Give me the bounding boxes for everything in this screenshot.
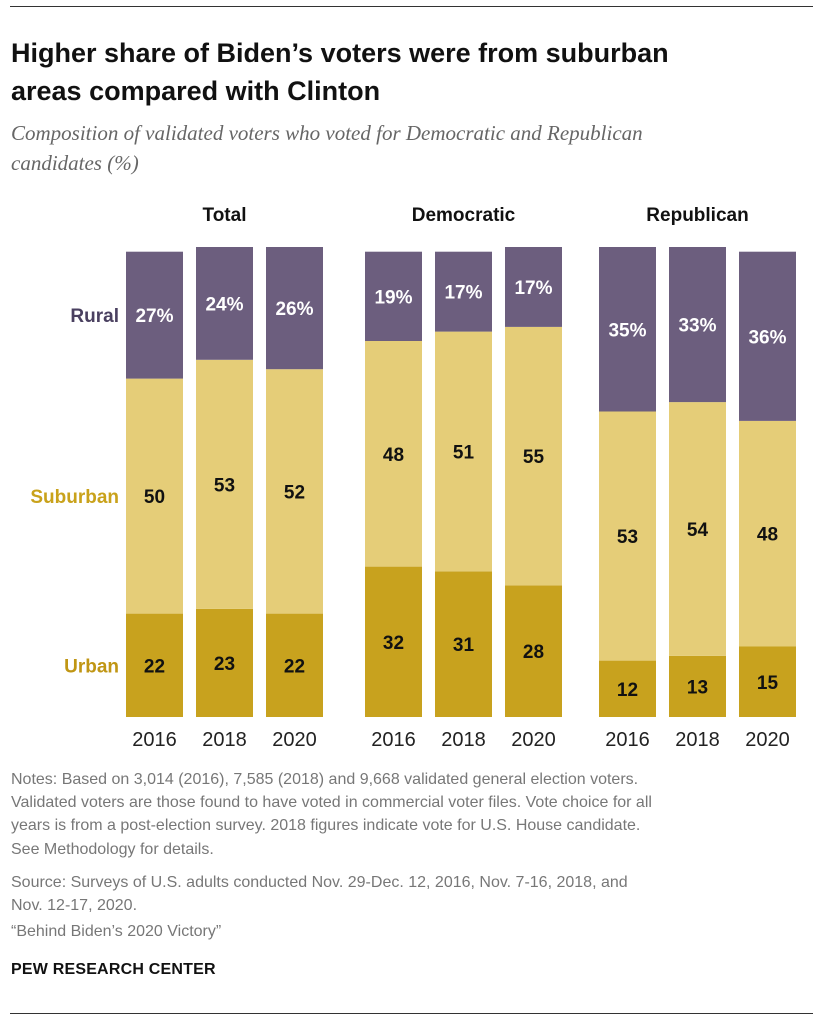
tick-label-total-2020: 2020 <box>272 729 317 751</box>
bar-republican-2020-rural <box>739 251 796 421</box>
value-label-democratic-2020-suburban: 55 <box>523 447 545 468</box>
value-label-democratic-2018-suburban: 51 <box>453 442 475 463</box>
value-label-democratic-2016-urban: 32 <box>383 633 404 654</box>
value-label-democratic-2016-rural: 19% <box>374 287 412 308</box>
value-label-republican-2016-urban: 12 <box>617 680 638 701</box>
bottom-rule <box>10 1013 813 1014</box>
bar-republican-2018-urban <box>669 655 726 717</box>
source-line-2: Nov. 12-17, 2020. <box>11 897 138 915</box>
value-label-republican-2018-urban: 13 <box>687 677 708 698</box>
value-label-republican-2016-suburban: 53 <box>617 527 638 548</box>
value-label-total-2018-suburban: 53 <box>214 475 235 496</box>
value-label-republican-2020-urban: 15 <box>757 673 779 694</box>
bar-total-2016-rural <box>126 251 183 379</box>
value-label-total-2020-rural: 26% <box>275 299 313 320</box>
value-label-republican-2018-rural: 33% <box>678 316 716 337</box>
bar-democratic-2016-rural <box>365 251 422 341</box>
chart-title: Higher share of Biden’s voters were from… <box>11 34 801 110</box>
group-title-democratic: Democratic <box>412 205 516 226</box>
notes-line-2: Validated voters are those found to have… <box>11 794 652 812</box>
value-label-total-2016-suburban: 50 <box>144 487 165 508</box>
bar-republican-2016-suburban <box>599 411 656 661</box>
title-line-1: Higher share of Biden’s voters were from… <box>11 38 669 68</box>
bar-total-2018-urban <box>196 608 253 717</box>
chart-subtitle: Composition of validated voters who vote… <box>11 118 811 178</box>
value-label-republican-2016-rural: 35% <box>608 320 646 341</box>
bar-democratic-2018-suburban <box>435 331 492 572</box>
bar-democratic-2018-rural <box>435 251 492 332</box>
bar-democratic-2016-suburban <box>365 341 422 567</box>
value-label-total-2018-urban: 23 <box>214 654 235 675</box>
tick-label-democratic-2020: 2020 <box>511 729 556 751</box>
chart-notes: Notes: Based on 3,014 (2016), 7,585 (201… <box>11 768 811 861</box>
tick-label-republican-2020: 2020 <box>745 729 790 751</box>
value-label-republican-2020-suburban: 48 <box>757 525 778 546</box>
value-label-total-2016-urban: 22 <box>144 656 165 677</box>
bar-total-2016-urban <box>126 613 183 717</box>
bar-republican-2018-rural <box>669 247 726 403</box>
bar-total-2016-suburban <box>126 378 183 614</box>
tick-label-total-2018: 2018 <box>202 729 247 751</box>
bar-democratic-2020-urban <box>505 585 562 717</box>
bar-republican-2016-rural <box>599 247 656 412</box>
value-label-democratic-2016-suburban: 48 <box>383 445 404 466</box>
value-label-democratic-2020-urban: 28 <box>523 642 544 663</box>
value-label-democratic-2018-urban: 31 <box>453 635 475 656</box>
group-title-republican: Republican <box>646 205 748 226</box>
tick-label-total-2016: 2016 <box>132 729 177 751</box>
legend-suburban: Suburban <box>30 487 119 508</box>
report-title: “Behind Biden’s 2020 Victory” <box>11 923 222 940</box>
chart-source: Source: Surveys of U.S. adults conducted… <box>11 871 811 917</box>
bar-democratic-2020-rural <box>505 247 562 327</box>
bar-democratic-2016-urban <box>365 566 422 717</box>
value-label-democratic-2018-rural: 17% <box>444 283 482 304</box>
legend-urban: Urban <box>64 656 119 677</box>
subtitle-line-1: Composition of validated voters who vote… <box>11 121 643 145</box>
bar-republican-2020-suburban <box>739 420 796 647</box>
tick-label-republican-2018: 2018 <box>675 729 720 751</box>
source-line-1: Source: Surveys of U.S. adults conducted… <box>11 874 628 891</box>
bar-democratic-2018-urban <box>435 571 492 717</box>
group-title-total: Total <box>203 205 247 226</box>
notes-line-1: Notes: Based on 3,014 (2016), 7,585 (201… <box>11 771 639 788</box>
value-label-total-2020-urban: 22 <box>284 656 305 677</box>
brand-name: PEW RESEARCH CENTER <box>11 961 216 978</box>
bar-total-2018-suburban <box>196 359 253 609</box>
bar-total-2020-rural <box>266 247 323 370</box>
subtitle-line-2: candidates (%) <box>11 151 139 175</box>
value-label-total-2020-suburban: 52 <box>284 482 305 503</box>
top-rule <box>10 6 813 7</box>
bar-total-2018-rural <box>196 247 253 360</box>
value-label-republican-2018-suburban: 54 <box>687 520 709 541</box>
bar-republican-2016-urban <box>599 660 656 717</box>
legend-rural: Rural <box>70 306 119 327</box>
bar-republican-2018-suburban <box>669 402 726 656</box>
tick-label-republican-2016: 2016 <box>605 729 650 751</box>
title-line-2: areas compared with Clinton <box>11 76 381 106</box>
notes-line-4: See Methodology for details. <box>11 840 214 858</box>
bar-democratic-2020-suburban <box>505 326 562 586</box>
value-label-republican-2020-rural: 36% <box>748 327 786 348</box>
tick-label-democratic-2018: 2018 <box>441 729 486 751</box>
notes-line-3: years is from a post-election survey. 20… <box>11 817 641 835</box>
bar-total-2020-urban <box>266 613 323 717</box>
bar-total-2020-suburban <box>266 369 323 614</box>
stacked-bar-chart: Total 22 50 27% 2016 23 53 24% 2018 22 52 26% 2020 De… <box>30 205 796 751</box>
tick-label-democratic-2016: 2016 <box>371 729 416 751</box>
value-label-democratic-2020-rural: 17% <box>514 278 552 299</box>
bar-republican-2020-urban <box>739 646 796 717</box>
value-label-total-2018-rural: 24% <box>205 294 243 315</box>
value-label-total-2016-rural: 27% <box>135 306 173 327</box>
